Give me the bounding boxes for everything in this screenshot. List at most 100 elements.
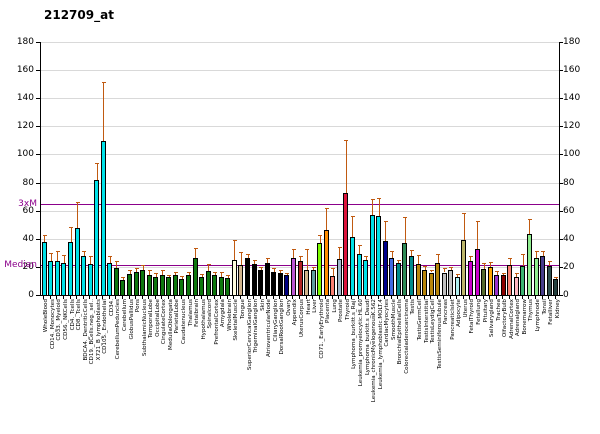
x-axis-tick [49, 296, 51, 299]
error-bar [254, 259, 256, 265]
x-axis-tick [95, 296, 97, 299]
x-label-MedullaOblongata: MedullaOblongata [167, 299, 174, 350]
x-axis-tick [495, 296, 497, 299]
error-bar-cap [193, 247, 198, 249]
error-bar [463, 212, 465, 241]
error-bar [149, 269, 151, 276]
x-label-CerebellumPeduncles: CerebellumPeduncles [115, 299, 122, 360]
x-label-Trachea: Trachea [495, 299, 502, 321]
y-axis-label: 60 [22, 205, 34, 216]
bar-PancreaticIslet [448, 270, 454, 295]
x-axis-tick [220, 296, 222, 299]
x-label-WholeBlood: WholeBlood [43, 299, 50, 333]
error-bar-cap [475, 220, 480, 222]
x-label-SkeletalMuscle: SkeletalMuscle [233, 299, 240, 341]
x-label-CardiacMyocytes: CardiacMyocytes [384, 299, 391, 347]
x-axis-tick [121, 296, 123, 299]
x-label-Cerebellum: Cerebellum [121, 299, 128, 332]
gridline [41, 42, 559, 43]
x-axis-tick [253, 296, 255, 299]
bar-Testis [408, 256, 414, 295]
bar-MedullaOblongata [166, 277, 172, 295]
x-label-CD19._BCells.neg._sel..: CD19._BCells.neg._sel.. [89, 299, 96, 365]
bar-FetalThyroid [467, 260, 473, 295]
y-axis-label: 80 [563, 177, 575, 188]
error-bar [181, 276, 183, 279]
error-bar-cap [514, 272, 519, 274]
x-axis-tick [76, 296, 78, 299]
bar-Ovary [284, 275, 290, 295]
gridline [41, 126, 559, 128]
bar-Leukemia_chronicMyelogenousK.562 [369, 214, 375, 295]
x-axis-tick [515, 296, 517, 299]
error-bar-cap [318, 234, 323, 236]
bar-Caudatenucleus [179, 278, 185, 295]
error-bar-cap [114, 261, 119, 263]
error-bar [345, 140, 347, 194]
bar-SuperiorCervicalGanglion [245, 257, 251, 295]
x-label-Liver: Liver [312, 299, 319, 313]
bar-Lymphnode [533, 258, 539, 295]
error-bar [365, 255, 367, 260]
bar-UterusCorpus [297, 260, 303, 295]
x-label-Skin: Skin [259, 299, 266, 311]
bar-DorsalRootGanglion [277, 273, 283, 295]
y-axis-label: 20 [563, 261, 575, 272]
bar-Leukemia_lymphoblastic.MOLT.4 [376, 215, 382, 295]
bar-Trachea [494, 275, 500, 295]
x-label-OccipitalLobe: OccipitalLobe [154, 299, 161, 337]
x-label-Pons: Pons [135, 299, 142, 313]
error-bar-cap [534, 251, 539, 253]
x-label-UterusCorpus: UterusCorpus [299, 299, 305, 338]
error-bar [326, 207, 328, 230]
x-label-Colorectaladenocarcinoma: Colorectaladenocarcinoma [403, 299, 410, 374]
error-bar-cap [311, 266, 316, 268]
x-axis-tick [279, 296, 281, 299]
x-axis-tick [364, 296, 366, 299]
x-axis-tick [397, 296, 399, 299]
bar-Appendix [290, 258, 296, 295]
error-bar [129, 270, 131, 274]
error-bar [175, 271, 177, 276]
y-axis-tick [559, 126, 563, 128]
threefold-label: 3xM [18, 199, 37, 210]
error-bar-cap [49, 252, 54, 254]
bar-BDCA4._DentriticCells [81, 256, 87, 295]
x-label-OlfactoryBulb: OlfactoryBulb [502, 299, 509, 338]
x-label-Thalamus: Thalamus [187, 299, 194, 327]
bar-Bonemarrow [520, 266, 526, 295]
x-label-TestisInterstitial: TestisInterstitial [423, 299, 430, 344]
y-axis-tick [559, 210, 563, 212]
error-bar [227, 274, 229, 279]
x-axis-tick [528, 296, 530, 299]
error-bar [300, 256, 301, 261]
x-label-CD34.: CD34. [108, 299, 115, 317]
error-bar-cap [226, 274, 231, 276]
error-bar [378, 198, 380, 216]
x-label-PrefrontalCortex: PrefrontalCortex [213, 299, 220, 345]
x-axis-tick [167, 296, 169, 299]
bar-TestisInterstitial [422, 269, 428, 295]
error-bar [293, 248, 295, 259]
x-label-SuperiorCervicalGanglion: SuperiorCervicalGanglion [246, 299, 253, 371]
bar-TestisSeminiferousTubule [435, 262, 441, 295]
error-bar-cap [429, 269, 434, 271]
error-bar-cap [442, 268, 447, 270]
bar-TrigeminalGanglion [251, 264, 257, 295]
error-bar [339, 246, 341, 260]
error-bar-cap [396, 259, 401, 261]
x-label-DorsalRootGanglion: DorsalRootGanglion [279, 299, 286, 355]
error-bar-cap [278, 269, 283, 271]
x-axis-tick [312, 296, 314, 299]
error-bar-cap [200, 273, 205, 275]
x-label-GlobusPallidus: GlobusPallidus [128, 299, 135, 340]
x-axis-tick [430, 296, 432, 299]
y-axis-label: 60 [563, 205, 575, 216]
x-label-CiliaryGanglion: CiliaryGanglion [272, 299, 279, 342]
error-bar-cap [350, 216, 355, 218]
bar-SkeletalMuscle [231, 259, 237, 295]
gridline [41, 210, 559, 212]
error-bar [529, 219, 531, 234]
x-axis-tick [521, 296, 523, 299]
